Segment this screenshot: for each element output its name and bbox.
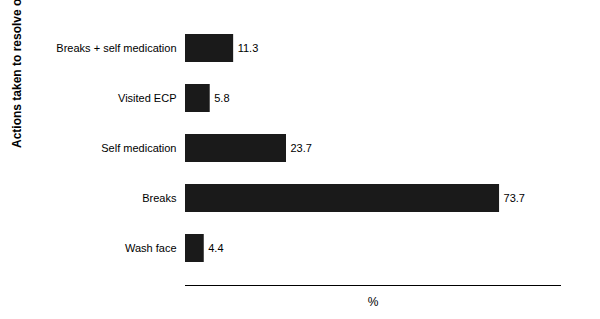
svg-text:11.3: 11.3 [238,42,259,54]
svg-text:23.7: 23.7 [290,142,311,154]
svg-text:%: % [368,295,379,309]
svg-text:Actions taken to resolve ocula: Actions taken to resolve ocular complain… [10,0,24,148]
svg-text:Breaks: Breaks [142,192,177,204]
svg-text:Breaks + self medication: Breaks + self medication [56,42,176,54]
svg-text:Visited ECP: Visited ECP [118,92,177,104]
svg-text:5.8: 5.8 [214,92,229,104]
svg-text:Self medication: Self medication [101,142,176,154]
svg-text:4.4: 4.4 [208,242,223,254]
svg-text:Wash face: Wash face [125,242,177,254]
svg-text:73.7: 73.7 [504,192,525,204]
